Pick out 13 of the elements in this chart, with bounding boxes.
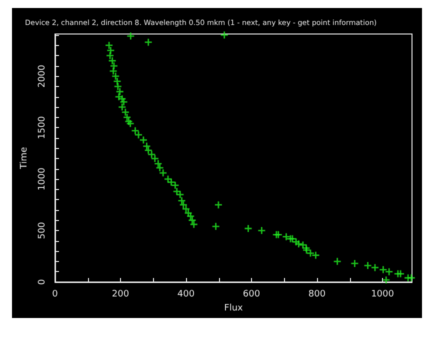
y-tick-label: 0 bbox=[38, 278, 48, 285]
x-tick-label: 1000 bbox=[371, 290, 394, 300]
x-tick-label: 0 bbox=[52, 290, 58, 300]
y-tick-label: 2000 bbox=[38, 64, 48, 88]
x-tick-label: 400 bbox=[177, 290, 195, 300]
x-axis-title: Flux bbox=[224, 304, 244, 314]
x-tick-label: 200 bbox=[112, 290, 130, 300]
x-tick-label: 800 bbox=[308, 290, 326, 300]
y-tick-label: 500 bbox=[38, 222, 48, 240]
y-axis-title: Time bbox=[20, 146, 30, 170]
y-tick-label: 1500 bbox=[38, 116, 48, 140]
y-tick-label: 1000 bbox=[38, 167, 48, 191]
x-tick-label: 600 bbox=[242, 290, 260, 300]
